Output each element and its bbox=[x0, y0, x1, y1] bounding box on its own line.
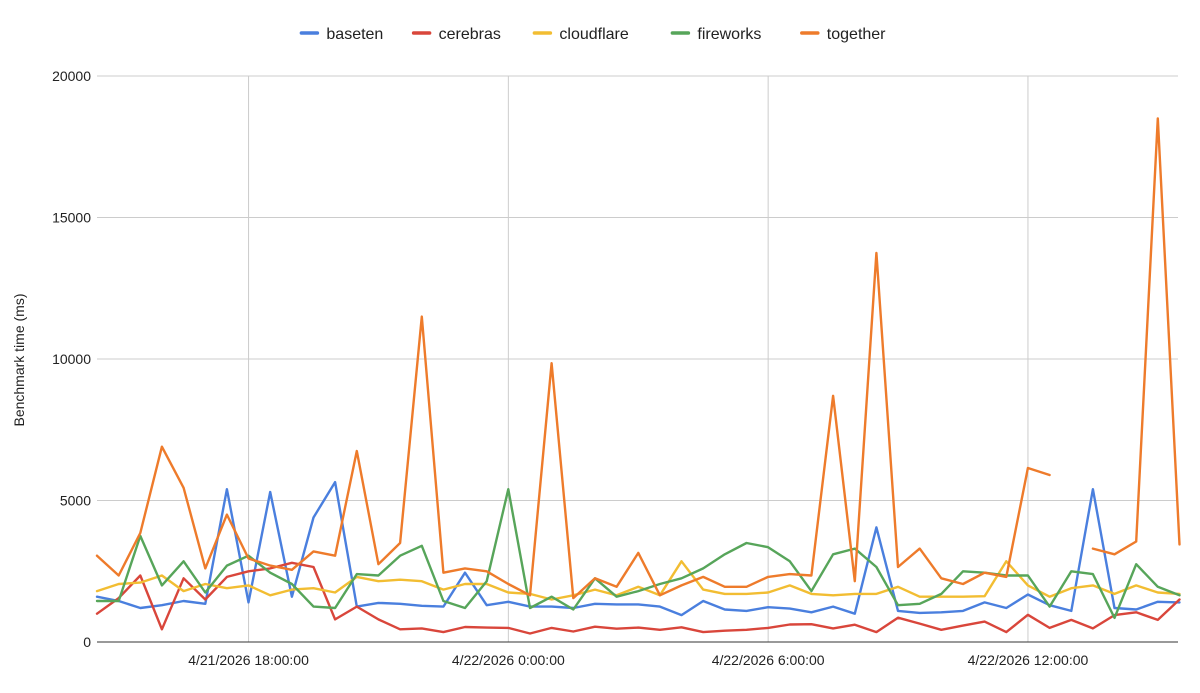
x-tick-label: 4/22/2026 6:00:00 bbox=[712, 652, 825, 668]
legend-label: cloudflare bbox=[559, 26, 628, 43]
x-tick-label: 4/21/2026 18:00:00 bbox=[188, 652, 309, 668]
y-tick-label: 20000 bbox=[52, 68, 91, 84]
y-tick-label: 15000 bbox=[52, 210, 91, 226]
y-axis: 0 5000 10000 15000 20000 bbox=[52, 68, 91, 650]
legend-label: fireworks bbox=[697, 26, 761, 43]
y-tick-label: 10000 bbox=[52, 351, 91, 367]
gridlines bbox=[97, 75, 1178, 643]
y-axis-label: Benchmark time (ms) bbox=[11, 293, 27, 426]
x-tick-label: 4/22/2026 12:00:00 bbox=[968, 652, 1089, 668]
x-tick-label: 4/22/2026 0:00:00 bbox=[452, 652, 565, 668]
legend-label: baseten bbox=[326, 26, 383, 43]
legend-label: together bbox=[827, 26, 886, 43]
legend-item-fireworks: fireworks bbox=[670, 26, 761, 43]
series-line-cloudflare bbox=[95, 560, 1181, 601]
legend: baseten cerebras cloudflare fireworks togeth… bbox=[299, 26, 886, 43]
series-line-baseten bbox=[95, 480, 1181, 617]
legend-item-cerebras: cerebras bbox=[411, 26, 501, 43]
legend-item-baseten: baseten bbox=[299, 26, 383, 43]
x-axis: 4/21/2026 18:00:00 4/22/2026 0:00:00 4/22/… bbox=[188, 652, 1088, 668]
series-lines bbox=[95, 117, 1181, 635]
legend-item-cloudflare: cloudflare bbox=[532, 26, 629, 43]
legend-label: cerebras bbox=[439, 26, 501, 43]
legend-item-together: together bbox=[800, 26, 886, 43]
series-line-together bbox=[95, 117, 1181, 600]
y-tick-label: 0 bbox=[83, 634, 91, 650]
y-tick-label: 5000 bbox=[60, 493, 91, 509]
